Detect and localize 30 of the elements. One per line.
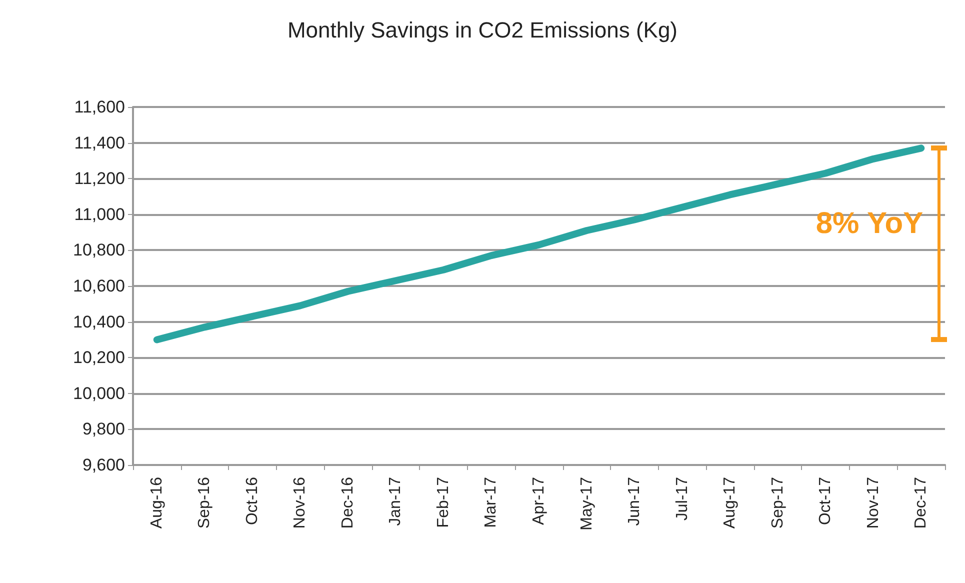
x-tick-label: Aug-17 [722,476,739,529]
x-tick-label: Nov-17 [864,476,882,529]
x-tick-label: Sep-16 [196,476,214,529]
y-tick-label: 10,000 [73,384,125,403]
y-tick-label: 9,800 [82,420,125,439]
y-tick-label: 11,000 [74,204,125,224]
y-tick-label: 10,400 [73,312,125,332]
x-tick-label: Mar-17 [482,476,500,528]
x-tick-label: Aug-16 [148,476,166,529]
x-tick-label: Jun-17 [626,476,644,526]
x-tick-label: Oct-16 [244,476,261,526]
y-tick-label: 10,800 [73,240,125,260]
y-tick-label: 11,400 [74,133,125,152]
x-tick-label: Jan-17 [387,476,404,526]
y-tick-label: 9,600 [82,456,125,474]
y-tick-label: 10,200 [73,348,125,368]
x-tick-label: May-17 [578,476,596,530]
y-tick-label: 10,600 [73,276,125,296]
x-tick-label: Sep-17 [769,476,786,529]
y-tick-label: 11,200 [74,169,125,188]
x-tick-label: Jul-17 [674,476,691,521]
x-tick-label: Feb-17 [434,476,452,528]
x-tick-label: Dec-17 [912,476,930,529]
annotation: 8% YoY [816,206,924,242]
x-tick-label: Dec-16 [339,476,356,529]
x-tick-label: Apr-17 [530,476,548,526]
x-tick-label: Oct-17 [817,476,834,526]
x-tick-label: Nov-16 [292,476,309,529]
chart-title: Monthly Savings in CO2 Emissions (Kg) [287,18,678,42]
y-tick-label: 11,600 [74,98,125,116]
